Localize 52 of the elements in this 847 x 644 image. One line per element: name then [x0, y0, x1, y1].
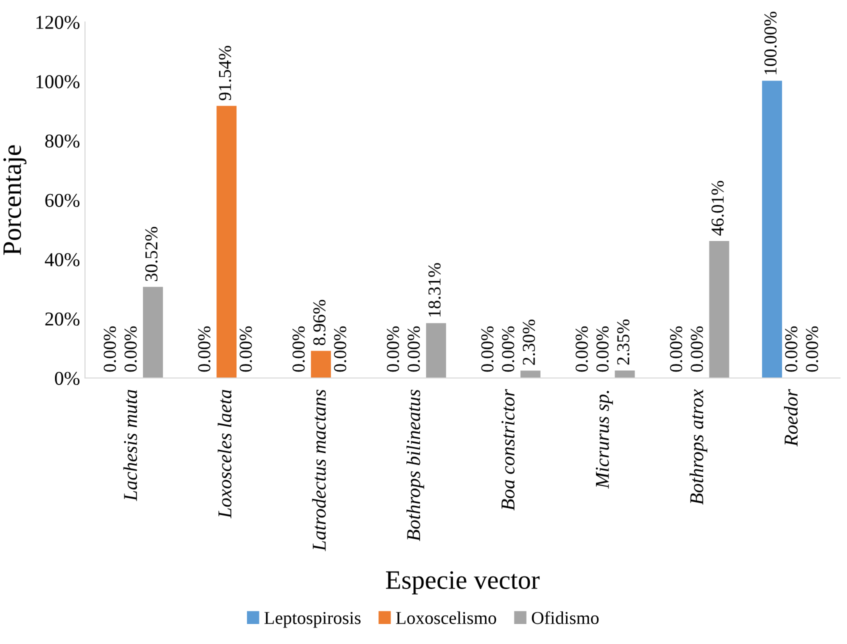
y-tick-label: 60%: [45, 194, 80, 207]
data-label: 0.00%: [596, 326, 609, 372]
legend-label: Ofidismo: [532, 611, 599, 624]
bar: [520, 370, 540, 378]
x-tick-label: Loxosceles laeta: [218, 390, 232, 518]
data-label: 0.00%: [104, 326, 116, 372]
data-label: 0.00%: [198, 326, 210, 372]
data-label: 0.00%: [124, 326, 137, 372]
data-label: 91.54%: [218, 46, 232, 100]
data-label: 2.30%: [522, 320, 536, 365]
data-label: 0.00%: [481, 326, 494, 372]
bar: [426, 323, 446, 378]
bar: [216, 106, 237, 378]
bar: [142, 286, 163, 378]
data-label: 0.00%: [502, 326, 514, 372]
y-tick-label: 100%: [36, 75, 80, 88]
y-tick-label: 0%: [54, 372, 80, 385]
x-tick-label: Micrurus sp.: [596, 390, 613, 489]
data-label: 0.00%: [670, 326, 682, 372]
y-tick-label: 20%: [45, 312, 80, 326]
data-label: 0.00%: [334, 326, 346, 372]
bar: [762, 80, 782, 378]
bar: [310, 350, 331, 378]
y-tick-label: 80%: [45, 134, 80, 148]
x-tick-label: Bothrops atrox: [690, 389, 708, 505]
data-label: 0.00%: [408, 326, 420, 372]
data-label: 8.96%: [313, 300, 326, 346]
data-label: 0.00%: [240, 326, 252, 372]
data-label: 0.00%: [576, 326, 588, 372]
x-tick-label: Lachesis muta: [123, 390, 138, 502]
data-label: 18.31%: [428, 263, 441, 317]
x-tick-label: Latrodectus mactans: [312, 390, 326, 552]
y-axis-title: Porcentaje: [3, 145, 26, 255]
x-tick-label: Boa constrictor: [501, 389, 515, 510]
bar: [614, 370, 635, 378]
data-label: 0.00%: [690, 326, 704, 372]
x-tick-label: Roedor: [784, 389, 798, 446]
data-label: 2.35%: [617, 319, 630, 365]
legend-label: Leptospirosis: [264, 612, 361, 628]
data-label: 30.52%: [145, 226, 158, 282]
x-tick-label: Bothrops bilineatus: [406, 390, 424, 542]
data-label: 0.00%: [386, 326, 400, 372]
y-tick-label: 40%: [44, 253, 80, 266]
legend-label: Loxoscelismo: [396, 611, 496, 624]
data-label: 0.00%: [292, 326, 305, 372]
bar: [709, 240, 730, 378]
x-axis-title: Especie vector: [386, 571, 540, 594]
data-label: 0.00%: [806, 326, 818, 372]
data-label: 0.00%: [785, 326, 798, 372]
data-label: 100.00%: [764, 12, 777, 74]
y-tick-label: 120%: [36, 16, 80, 29]
data-label: 46.01%: [712, 180, 724, 236]
